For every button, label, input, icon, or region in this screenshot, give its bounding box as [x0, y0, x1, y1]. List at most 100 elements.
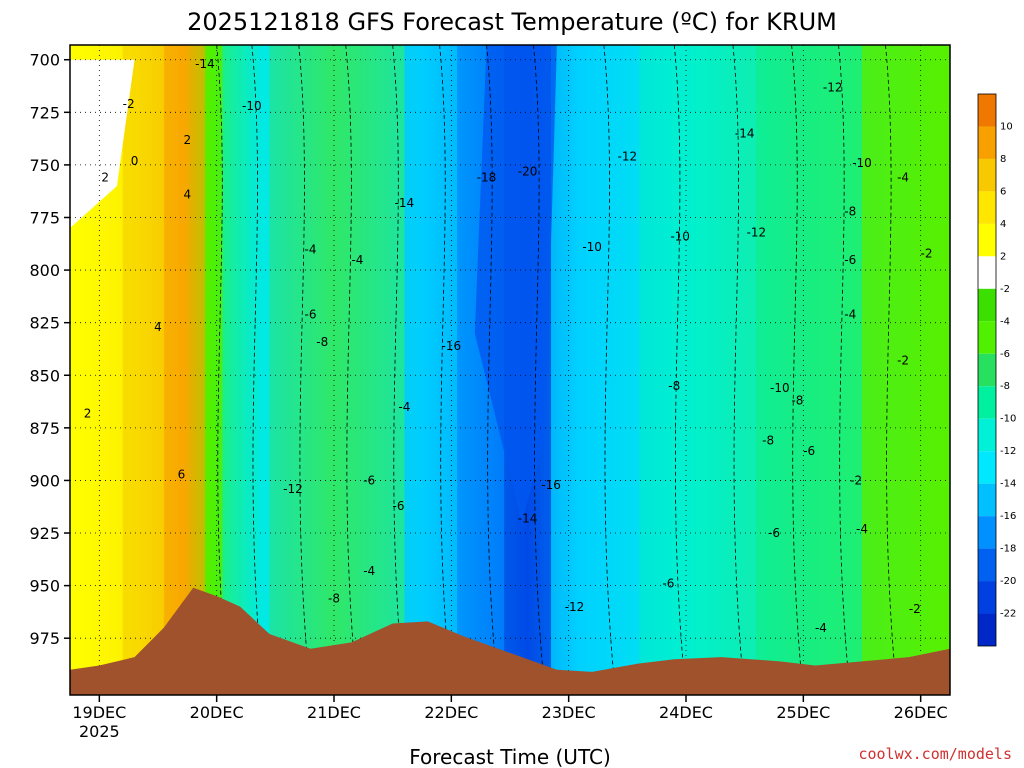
y-tick-label: 800	[29, 261, 60, 280]
contour-line	[216, 45, 229, 695]
colorbar-swatch	[978, 126, 996, 159]
color-band	[163, 45, 205, 695]
contour-line	[345, 45, 358, 695]
color-band	[222, 45, 270, 695]
y-tick-label: 775	[29, 208, 60, 227]
colorbar-swatch	[978, 418, 996, 452]
contour-line	[791, 45, 804, 695]
x-tick-label: 26DEC	[894, 703, 948, 722]
colorbar-label: 8	[1000, 154, 1006, 165]
credit-text: coolwx.com/models	[858, 745, 1012, 763]
contour-label: -8	[668, 379, 680, 393]
contour-label: -12	[283, 482, 303, 496]
color-band	[404, 45, 458, 695]
contour-label: -4	[351, 253, 363, 267]
contour-label: -16	[442, 339, 462, 353]
contour-label: -6	[662, 577, 674, 591]
colorbar-swatch	[978, 548, 996, 582]
colorbar-label: 4	[1000, 219, 1006, 230]
contour-label: -10	[242, 99, 262, 113]
color-band	[204, 45, 223, 695]
terrain-fill	[70, 587, 950, 695]
contour-label: -6	[305, 307, 317, 321]
contour-label: -4	[897, 171, 909, 185]
color-band	[269, 45, 405, 695]
x-tick-label: 20DEC	[190, 703, 244, 722]
contour-label: -4	[363, 564, 375, 578]
colorbar-label: -14	[1000, 479, 1016, 490]
contour-label: -12	[823, 80, 843, 94]
contour-label: -14	[395, 196, 415, 210]
contour-line	[392, 45, 405, 695]
colorbar-swatch	[978, 288, 996, 322]
cold-core	[474, 45, 557, 523]
white-region	[70, 59, 135, 229]
contour-label: -14	[518, 512, 538, 526]
colorbar-swatch	[978, 353, 996, 387]
x-axis-label: Forecast Time (UTC)	[409, 745, 611, 768]
contour-line	[732, 45, 746, 695]
y-tick-label: 725	[29, 103, 60, 122]
y-tick-label: 850	[29, 366, 60, 385]
y-tick-label: 925	[29, 524, 60, 543]
colorbar-label: 6	[1000, 186, 1006, 197]
colorbar: 10 8 6 4 2 -2 -4 -6 -8 -10 -12 -14 -16 -18 -20 -22	[977, 93, 1016, 647]
colorbar-label: -16	[1000, 511, 1016, 522]
contour-label: -12	[747, 225, 767, 239]
x-tick-label: 22DEC	[424, 703, 478, 722]
contour-label: -2	[897, 354, 909, 368]
colorbar-swatch	[978, 483, 996, 517]
contour-label: -6	[393, 499, 405, 513]
y-axis: 700 725 750 775 800 825 850 875 900 925 950 975	[29, 51, 70, 648]
contour-label: 6	[178, 467, 186, 481]
contour-label: 2	[84, 406, 92, 420]
colorbar-frame	[977, 93, 997, 647]
contour-label: -2	[909, 602, 921, 616]
contour-line	[885, 45, 898, 695]
colorbar-swatch	[978, 158, 996, 192]
contour-label: -2	[921, 246, 933, 260]
y-tick-label: 700	[29, 51, 60, 70]
contour-line	[673, 45, 687, 695]
contour-line	[251, 45, 264, 695]
contour-label: -6	[844, 253, 856, 267]
colorbar-label: -10	[1000, 414, 1016, 425]
contour-label: -4	[844, 307, 856, 321]
contour-label: -10	[582, 240, 602, 254]
colorbar-label: -8	[1000, 381, 1010, 392]
contour-label: -8	[844, 204, 856, 218]
contour-label: -4	[856, 522, 868, 536]
color-band	[639, 45, 757, 695]
contour-label: -10	[670, 230, 690, 244]
colorbar-label: -18	[1000, 544, 1016, 555]
contour-line	[838, 45, 851, 695]
colorbar-swatch	[978, 321, 996, 354]
x-tick-label: 25DEC	[776, 703, 830, 722]
x-tick-label: 23DEC	[542, 703, 596, 722]
contour-label: -2	[123, 97, 135, 111]
colorbar-swatch	[978, 516, 996, 549]
contour-label: -8	[316, 335, 328, 349]
contour-label: -2	[850, 474, 862, 488]
colorbar-swatch	[978, 191, 996, 224]
y-tick-label: 975	[29, 629, 60, 648]
contour-label: -16	[541, 478, 561, 492]
x-tick-label: 19DEC	[72, 703, 126, 722]
colorbar-swatch	[978, 581, 996, 614]
colorbar-label: 10	[1000, 121, 1013, 132]
colorbar-label: -4	[1000, 316, 1010, 327]
y-tick-label: 900	[29, 471, 60, 490]
contour-label: 4	[154, 320, 162, 334]
contour-line	[298, 45, 311, 695]
contour-label: -10	[852, 156, 872, 170]
y-tick-label: 875	[29, 419, 60, 438]
color-band	[862, 45, 950, 695]
color-band	[756, 45, 862, 695]
contour-label: 2	[184, 133, 192, 147]
contour-line	[603, 45, 616, 695]
contour-label: -18	[477, 171, 497, 185]
contour-label: -10	[770, 381, 790, 395]
chart-title: 2025121818 GFS Forecast Temperature (ºC)…	[187, 8, 837, 36]
